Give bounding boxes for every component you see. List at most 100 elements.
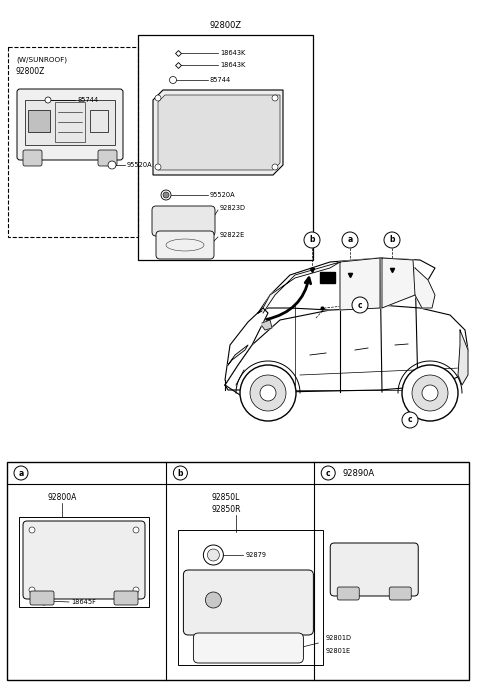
Circle shape xyxy=(155,164,161,170)
Polygon shape xyxy=(158,95,280,170)
Bar xyxy=(57,537,73,579)
Polygon shape xyxy=(320,272,335,283)
Circle shape xyxy=(205,592,221,608)
Polygon shape xyxy=(228,345,248,365)
FancyBboxPatch shape xyxy=(337,587,359,600)
Bar xyxy=(7,462,469,680)
Bar xyxy=(260,585,286,618)
Text: c: c xyxy=(326,468,331,477)
Text: a: a xyxy=(18,468,24,477)
FancyBboxPatch shape xyxy=(114,591,138,605)
Bar xyxy=(99,537,115,579)
Circle shape xyxy=(163,192,169,198)
Polygon shape xyxy=(258,258,435,313)
Circle shape xyxy=(342,232,358,248)
Text: 92823D: 92823D xyxy=(220,205,246,211)
Text: 18645F: 18645F xyxy=(71,599,96,605)
Bar xyxy=(25,100,115,145)
Text: 18643K: 18643K xyxy=(220,62,245,68)
Text: 95520A: 95520A xyxy=(127,162,153,168)
Circle shape xyxy=(304,232,320,248)
Text: 92801D: 92801D xyxy=(325,635,351,641)
Bar xyxy=(200,585,226,618)
Circle shape xyxy=(422,385,438,401)
Circle shape xyxy=(272,164,278,170)
Text: b: b xyxy=(389,235,395,244)
Text: 92801E: 92801E xyxy=(325,648,350,654)
FancyBboxPatch shape xyxy=(23,150,42,166)
Circle shape xyxy=(402,365,458,421)
Circle shape xyxy=(250,375,286,411)
Circle shape xyxy=(207,549,219,561)
Text: 92800A: 92800A xyxy=(47,493,76,502)
Bar xyxy=(8,47,138,237)
Bar xyxy=(206,643,290,653)
Bar xyxy=(230,585,255,618)
Bar xyxy=(90,110,108,132)
FancyBboxPatch shape xyxy=(156,231,214,259)
Bar xyxy=(35,537,51,579)
Circle shape xyxy=(29,527,35,533)
Circle shape xyxy=(384,232,400,248)
Bar xyxy=(179,530,324,665)
Polygon shape xyxy=(225,308,268,385)
Circle shape xyxy=(29,587,35,593)
Polygon shape xyxy=(225,305,468,392)
Circle shape xyxy=(169,77,177,84)
Bar xyxy=(386,555,404,582)
Text: c: c xyxy=(408,415,412,424)
Bar xyxy=(196,583,300,620)
Bar xyxy=(235,108,249,163)
Circle shape xyxy=(161,190,171,200)
FancyBboxPatch shape xyxy=(389,587,411,600)
Bar xyxy=(79,537,95,579)
Bar xyxy=(161,110,191,155)
Polygon shape xyxy=(340,258,380,310)
Circle shape xyxy=(108,161,116,169)
Circle shape xyxy=(40,597,48,605)
FancyBboxPatch shape xyxy=(23,521,145,599)
Polygon shape xyxy=(415,268,435,308)
Circle shape xyxy=(45,97,51,103)
Circle shape xyxy=(352,297,368,313)
Circle shape xyxy=(155,95,161,101)
FancyBboxPatch shape xyxy=(193,633,303,663)
FancyBboxPatch shape xyxy=(17,89,123,160)
Polygon shape xyxy=(153,90,283,175)
Bar xyxy=(251,108,265,163)
FancyBboxPatch shape xyxy=(330,543,418,596)
Circle shape xyxy=(272,95,278,101)
Bar xyxy=(342,555,360,582)
Bar xyxy=(32,533,136,585)
Bar xyxy=(198,108,212,163)
Text: 85744: 85744 xyxy=(77,97,98,103)
Text: 92822E: 92822E xyxy=(220,232,245,238)
Text: 92800Z: 92800Z xyxy=(209,21,241,30)
Polygon shape xyxy=(262,320,272,330)
Circle shape xyxy=(133,527,139,533)
Bar xyxy=(340,553,408,584)
Bar xyxy=(19,517,149,607)
Bar xyxy=(218,108,232,163)
Bar xyxy=(138,35,313,260)
Text: 18643K: 18643K xyxy=(220,50,245,56)
Bar xyxy=(258,105,278,155)
Text: 85744: 85744 xyxy=(210,77,231,83)
Circle shape xyxy=(133,587,139,593)
Polygon shape xyxy=(263,262,340,313)
Text: 92879: 92879 xyxy=(245,552,266,558)
Polygon shape xyxy=(458,330,468,385)
Circle shape xyxy=(260,385,276,401)
Polygon shape xyxy=(382,258,415,308)
Text: a: a xyxy=(348,235,353,244)
Circle shape xyxy=(240,365,296,421)
Bar xyxy=(161,215,206,227)
Circle shape xyxy=(173,466,187,480)
Text: 95520A: 95520A xyxy=(210,192,236,198)
FancyBboxPatch shape xyxy=(152,206,215,236)
Bar xyxy=(55,102,85,142)
FancyBboxPatch shape xyxy=(30,591,54,605)
Circle shape xyxy=(412,375,448,411)
Bar xyxy=(28,110,50,132)
FancyBboxPatch shape xyxy=(183,570,313,635)
